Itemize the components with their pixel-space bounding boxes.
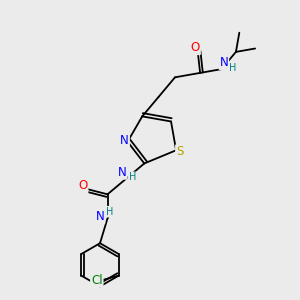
Text: S: S: [176, 145, 183, 158]
Text: O: O: [191, 41, 200, 54]
Text: Cl: Cl: [91, 274, 103, 286]
Text: H: H: [129, 172, 136, 182]
Text: O: O: [78, 179, 88, 192]
Text: N: N: [120, 134, 129, 147]
Text: N: N: [220, 56, 228, 69]
Text: N: N: [118, 166, 127, 179]
Text: N: N: [96, 210, 104, 223]
Text: H: H: [229, 63, 237, 73]
Text: H: H: [106, 207, 114, 217]
